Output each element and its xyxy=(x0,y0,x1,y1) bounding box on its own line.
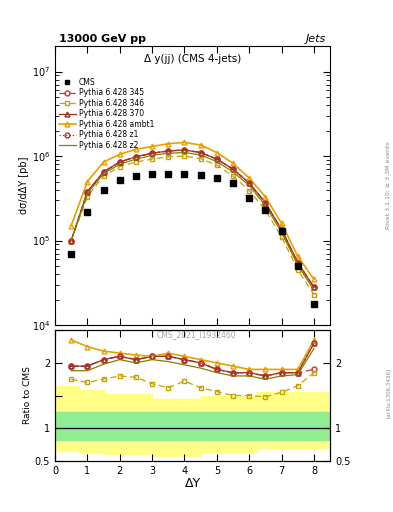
Legend: CMS, Pythia 6.428 345, Pythia 6.428 346, Pythia 6.428 370, Pythia 6.428 ambt1, P: CMS, Pythia 6.428 345, Pythia 6.428 346,… xyxy=(59,78,154,150)
Y-axis label: dσ/dΔY [pb]: dσ/dΔY [pb] xyxy=(19,157,29,215)
Text: CMS_2021_I1932460: CMS_2021_I1932460 xyxy=(157,330,236,339)
Text: 13000 GeV pp: 13000 GeV pp xyxy=(59,33,146,44)
X-axis label: ΔY: ΔY xyxy=(184,477,201,490)
Text: Jets: Jets xyxy=(306,33,326,44)
Text: [arXiv:1306.3436]: [arXiv:1306.3436] xyxy=(386,368,391,418)
Y-axis label: Ratio to CMS: Ratio to CMS xyxy=(23,367,32,424)
Text: Rivet 3.1.10; ≥ 3.3M events: Rivet 3.1.10; ≥ 3.3M events xyxy=(386,142,391,229)
Text: Δ y(jj) (CMS 4-jets): Δ y(jj) (CMS 4-jets) xyxy=(144,54,241,65)
